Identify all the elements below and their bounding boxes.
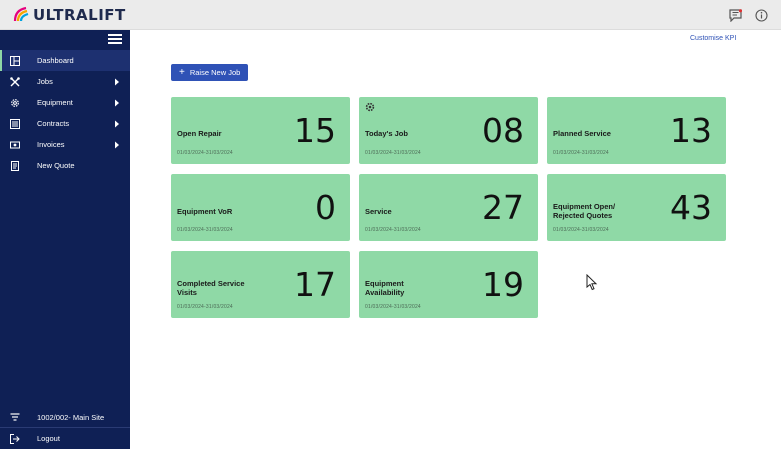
- sidebar-item-label: Invoices: [37, 140, 65, 149]
- kpi-date-range: 01/03/2024-31/03/2024: [177, 227, 233, 233]
- kpi-card-service[interactable]: Service 27 01/03/2024-31/03/2024: [359, 174, 538, 241]
- brand-logo[interactable]: ULTRALIFT: [12, 5, 126, 25]
- kpi-card-completed-service-visits[interactable]: Completed Service Visits 17 01/03/2024-3…: [171, 251, 350, 318]
- kpi-card-equipment-open-rejected-quotes[interactable]: Equipment Open/ Rejected Quotes 43 01/03…: [547, 174, 726, 241]
- message-icon[interactable]: [727, 7, 743, 23]
- logout-button[interactable]: Logout: [0, 428, 130, 449]
- mouse-pointer-icon: [586, 274, 598, 291]
- chevron-right-icon: [115, 141, 119, 148]
- sidebar-item-dashboard[interactable]: Dashboard: [0, 50, 130, 71]
- sidebar: Dashboard Jobs Equipment Contracts: [0, 30, 130, 449]
- kpi-card-todays-job[interactable]: Today's Job 08 01/03/2024-31/03/2024: [359, 97, 538, 164]
- kpi-label: Equipment Open/ Rejected Quotes: [553, 202, 616, 220]
- kpi-value: 17: [294, 265, 336, 304]
- document-icon: [10, 160, 20, 171]
- kpi-value: 19: [482, 265, 524, 304]
- kpi-value: 0: [315, 188, 336, 227]
- tools-icon: [10, 76, 20, 87]
- site-label: 1002/002- Main Site: [37, 412, 105, 422]
- chevron-right-icon: [115, 99, 119, 106]
- sidebar-item-label: Contracts: [37, 119, 70, 128]
- plus-icon: +: [179, 66, 185, 78]
- chevron-right-icon: [115, 120, 119, 127]
- sidebar-item-jobs[interactable]: Jobs: [0, 71, 130, 92]
- logout-label: Logout: [37, 434, 60, 443]
- kpi-label: Today's Job: [365, 129, 408, 138]
- site-selector[interactable]: 1002/002- Main Site: [0, 407, 130, 428]
- sidebar-item-new-quote[interactable]: New Quote: [0, 155, 130, 176]
- chevron-right-icon: [115, 78, 119, 85]
- gear-icon[interactable]: [365, 102, 375, 112]
- kpi-date-range: 01/03/2024-31/03/2024: [553, 150, 609, 156]
- kpi-date-range: 01/03/2024-31/03/2024: [177, 304, 233, 310]
- raise-new-job-button[interactable]: + Raise New Job: [171, 64, 248, 81]
- filter-icon: [10, 412, 20, 422]
- customise-kpi-link[interactable]: Customise KPI: [690, 35, 737, 42]
- info-icon[interactable]: [753, 7, 769, 23]
- kpi-card-equipment-availability[interactable]: Equipment Availability 19 01/03/2024-31/…: [359, 251, 538, 318]
- kpi-date-range: 01/03/2024-31/03/2024: [365, 227, 421, 233]
- kpi-card-equipment-vor[interactable]: Equipment VoR 0 01/03/2024-31/03/2024: [171, 174, 350, 241]
- dashboard-icon: [10, 55, 20, 66]
- kpi-value: 13: [670, 111, 712, 150]
- sidebar-item-contracts[interactable]: Contracts: [0, 113, 130, 134]
- logout-icon: [10, 433, 20, 444]
- kpi-card-planned-service[interactable]: Planned Service 13 01/03/2024-31/03/2024: [547, 97, 726, 164]
- sidebar-item-equipment[interactable]: Equipment: [0, 92, 130, 113]
- kpi-label: Service: [365, 207, 392, 216]
- kpi-date-range: 01/03/2024-31/03/2024: [553, 227, 609, 233]
- kpi-label: Equipment Availability: [365, 279, 405, 297]
- kpi-label: Equipment VoR: [177, 207, 233, 216]
- brand-name: ULTRALIFT: [33, 6, 126, 24]
- kpi-label: Planned Service: [553, 129, 611, 138]
- menu-toggle-icon[interactable]: [108, 34, 122, 46]
- money-icon: [10, 140, 20, 150]
- top-bar: ULTRALIFT: [0, 0, 781, 30]
- raise-new-job-label: Raise New Job: [189, 68, 241, 77]
- kpi-date-range: 01/03/2024-31/03/2024: [365, 150, 421, 156]
- sidebar-nav: Dashboard Jobs Equipment Contracts: [0, 50, 130, 176]
- kpi-card-open-repair[interactable]: Open Repair 15 01/03/2024-31/03/2024: [171, 97, 350, 164]
- kpi-value: 15: [294, 111, 336, 150]
- kpi-date-range: 01/03/2024-31/03/2024: [365, 304, 421, 310]
- sidebar-item-label: Dashboard: [37, 56, 74, 65]
- sidebar-item-label: New Quote: [37, 161, 75, 170]
- logo-mark-icon: [13, 6, 29, 22]
- sidebar-item-invoices[interactable]: Invoices: [0, 134, 130, 155]
- gear-icon: [10, 98, 20, 108]
- list-icon: [10, 118, 20, 129]
- sidebar-item-label: Jobs: [37, 77, 53, 86]
- kpi-value: 43: [670, 188, 712, 227]
- kpi-date-range: 01/03/2024-31/03/2024: [177, 150, 233, 156]
- kpi-value: 27: [482, 188, 524, 227]
- kpi-label: Open Repair: [177, 129, 222, 138]
- sidebar-item-label: Equipment: [37, 98, 73, 107]
- kpi-value: 08: [482, 111, 524, 150]
- kpi-label: Completed Service Visits: [177, 279, 245, 297]
